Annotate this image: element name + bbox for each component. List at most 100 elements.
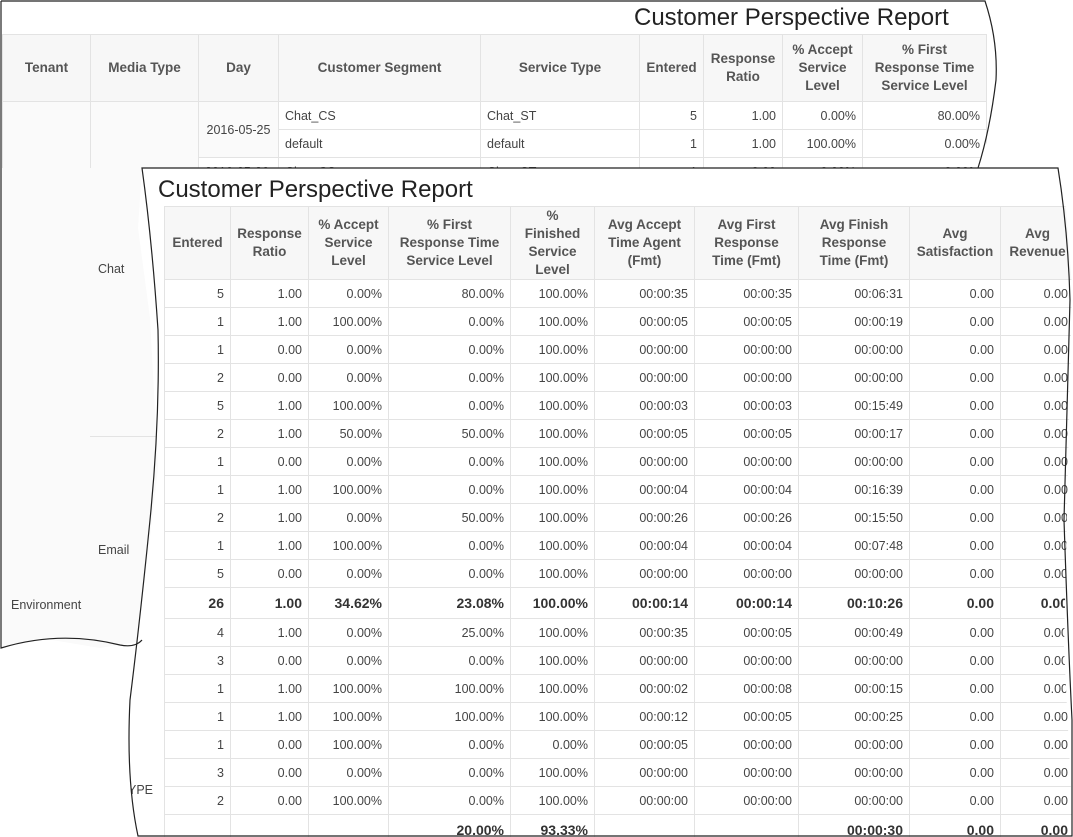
front-table-cell: 1.00 bbox=[230, 391, 309, 420]
back-column-header: Media Type bbox=[90, 34, 199, 102]
front-table-cell: 00:00:00 bbox=[694, 559, 799, 588]
front-table-cell: 100.00% bbox=[388, 674, 511, 703]
back-report-title: Customer Perspective Report bbox=[634, 4, 949, 31]
front-table-cell: 50.00% bbox=[388, 419, 511, 448]
front-table-cell: 0.00 bbox=[909, 475, 1001, 504]
front-table-cell: 0.00 bbox=[1000, 475, 1073, 504]
front-table-cell: 0.00 bbox=[1000, 786, 1073, 815]
back-column-header: Day bbox=[198, 34, 279, 102]
front-table-cell: 00:00:00 bbox=[694, 335, 799, 364]
front-table-cell: 00:00:25 bbox=[798, 702, 910, 731]
front-table-cell: 100.00% bbox=[510, 335, 595, 364]
front-table-cell: 0.00 bbox=[1000, 702, 1073, 731]
back-column-header: Response Ratio bbox=[703, 34, 783, 102]
front-table-cell: 00:07:48 bbox=[798, 531, 910, 560]
front-column-header: % Accept Service Level bbox=[308, 206, 389, 280]
front-table-row: 5 1.00 0.00% 80.00% 100.00% 00:00:35 00:00:35 0… bbox=[164, 279, 1073, 308]
front-table-cell: 0.00 bbox=[909, 674, 1001, 703]
front-table-cell: 0.00 bbox=[1000, 503, 1073, 532]
front-table-cell: 00:00:05 bbox=[594, 730, 695, 759]
front-table-cell: 0.00% bbox=[388, 335, 511, 364]
front-table-cell: 0.00% bbox=[388, 307, 511, 336]
front-table-cell: 0.00% bbox=[308, 279, 389, 308]
front-table-cell: 0.00% bbox=[510, 730, 595, 759]
front-table-cell: 00:00:12 bbox=[594, 702, 695, 731]
front-table-cell bbox=[164, 814, 231, 837]
back-table-cell: Chat_CS bbox=[278, 101, 481, 130]
front-table-cell: 00:00:00 bbox=[594, 559, 695, 588]
front-table-cell: 20.00% bbox=[388, 814, 511, 837]
front-table-cell: 00:00:00 bbox=[594, 363, 695, 392]
front-table-cell: 0.00 bbox=[909, 531, 1001, 560]
front-table-cell bbox=[230, 814, 309, 837]
front-table-cell: 1 bbox=[164, 531, 231, 560]
front-table-row: 5 1.00 100.00% 0.00% 100.00% 00:00:03 00:00:03… bbox=[164, 391, 1073, 420]
front-table-cell: 100.00% bbox=[510, 674, 595, 703]
front-table-cell: 00:00:05 bbox=[694, 618, 799, 647]
front-table-row: 1 0.00 0.00% 0.00% 100.00% 00:00:00 00:00:00 00… bbox=[164, 335, 1073, 364]
front-table-cell: 00:00:00 bbox=[594, 786, 695, 815]
front-table-cell: 00:00:02 bbox=[594, 674, 695, 703]
front-table-cell: 0.00% bbox=[308, 758, 389, 787]
front-table-cell: 0.00 bbox=[909, 363, 1001, 392]
front-table-cell: 0.00 bbox=[909, 279, 1001, 308]
front-table-row: 1 1.00 100.00% 0.00% 100.00% 00:00:05 00:00:05… bbox=[164, 307, 1073, 336]
front-table-cell: 0.00 bbox=[1000, 447, 1073, 476]
front-table-cell: 0.00% bbox=[308, 503, 389, 532]
front-table-cell: 0.00% bbox=[388, 559, 511, 588]
front-table-cell: 0.00% bbox=[388, 447, 511, 476]
front-table-cell: 1.00 bbox=[230, 587, 309, 619]
front-table-cell: 0.00 bbox=[1000, 391, 1073, 420]
front-table-cell: 0.00 bbox=[1000, 419, 1073, 448]
front-table-cell: 1 bbox=[164, 335, 231, 364]
front-table-cell: 00:00:00 bbox=[798, 646, 910, 675]
partial-type-label: YPE bbox=[128, 783, 154, 797]
front-table-cell: 100.00% bbox=[308, 391, 389, 420]
front-table-cell: 0.00 bbox=[909, 646, 1001, 675]
front-table-cell: 100.00% bbox=[308, 786, 389, 815]
front-table-cell: 00:00:05 bbox=[694, 702, 799, 731]
front-table-cell bbox=[308, 814, 389, 837]
front-table-cell: 3 bbox=[164, 646, 231, 675]
front-table-cell: 0.00% bbox=[388, 531, 511, 560]
front-table-cell: 100.00% bbox=[308, 674, 389, 703]
front-table-cell: 100.00% bbox=[510, 363, 595, 392]
front-table-cell: 100.00% bbox=[510, 503, 595, 532]
front-column-header: Avg Revenue bbox=[1000, 206, 1073, 280]
front-table-cell: 0.00% bbox=[388, 363, 511, 392]
front-header-row: Entered Response Ratio% Accept Service Le… bbox=[164, 206, 1073, 280]
front-table-cell: 00:00:00 bbox=[798, 447, 910, 476]
front-table-cell: 0.00 bbox=[909, 618, 1001, 647]
front-table-cell: 1 bbox=[164, 307, 231, 336]
front-table-cell: 100.00% bbox=[510, 618, 595, 647]
front-table-cell: 0.00 bbox=[1000, 279, 1073, 308]
front-column-header: Avg First Response Time (Fmt) bbox=[694, 206, 799, 280]
front-table-cell: 2 bbox=[164, 363, 231, 392]
front-column-header: % Finished Service Level bbox=[510, 206, 595, 280]
front-table-cell: 3 bbox=[164, 758, 231, 787]
front-table-cell: 34.62% bbox=[308, 587, 389, 619]
front-table-cell: 1 bbox=[164, 475, 231, 504]
front-table-cell: 00:00:26 bbox=[594, 503, 695, 532]
front-table-cell: 0.00% bbox=[388, 391, 511, 420]
front-table-cell: 00:00:14 bbox=[594, 587, 695, 619]
front-table-cell: 0.00 bbox=[909, 587, 1001, 619]
front-table-cell: 00:00:04 bbox=[694, 475, 799, 504]
front-table-cell: 00:00:00 bbox=[798, 363, 910, 392]
front-table-cell: 0.00 bbox=[909, 786, 1001, 815]
front-table-cell: 00:00:00 bbox=[694, 447, 799, 476]
back-table-cell: 1.00 bbox=[703, 129, 783, 158]
back-column-header: Tenant bbox=[2, 34, 91, 102]
front-table-cell: 1.00 bbox=[230, 531, 309, 560]
front-table-cell: 1.00 bbox=[230, 674, 309, 703]
front-table-cell: 0.00% bbox=[388, 475, 511, 504]
front-table-cell: 0.00% bbox=[308, 559, 389, 588]
front-table-cell: 1 bbox=[164, 702, 231, 731]
front-column-header: Entered bbox=[164, 206, 231, 280]
back-table-cell: 100.00% bbox=[782, 129, 863, 158]
front-table-cell: 1.00 bbox=[230, 702, 309, 731]
front-table-cell: 00:00:04 bbox=[594, 531, 695, 560]
front-table-cell: 00:00:00 bbox=[594, 758, 695, 787]
front-table-row: 2 1.00 0.00% 50.00% 100.00% 00:00:26 00:00:26 0… bbox=[164, 503, 1073, 532]
back-column-header: Service Type bbox=[480, 34, 640, 102]
